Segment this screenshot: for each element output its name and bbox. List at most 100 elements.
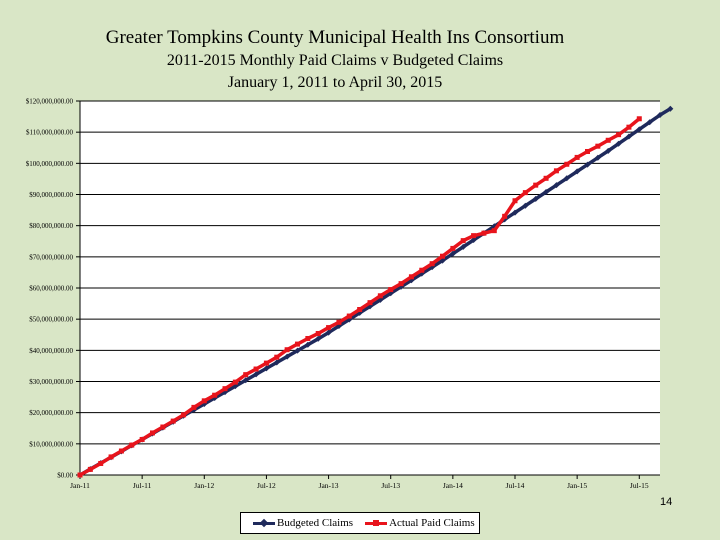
- legend-swatch-budgeted: [253, 518, 275, 527]
- y-tick-label: $110,000,000.00: [26, 129, 73, 137]
- budgeted-point: [553, 182, 560, 189]
- legend-swatch-actual: [365, 519, 388, 526]
- actual-point: [295, 341, 300, 347]
- actual-point: [388, 287, 394, 293]
- actual-point: [398, 281, 404, 287]
- actual-point: [160, 424, 166, 430]
- legend-marker-actual: [373, 519, 380, 526]
- actual-point: [222, 386, 228, 392]
- budgeted-point: [263, 365, 270, 372]
- budgeted-point: [325, 329, 332, 336]
- actual-point: [636, 116, 642, 122]
- actual-point: [502, 213, 508, 219]
- budgeted-point: [563, 175, 570, 182]
- y-tick-label: $80,000,000.00: [29, 222, 73, 230]
- chart-date-range: January 1, 2011 to April 30, 2015: [227, 74, 443, 91]
- chart-title: Greater Tompkins County Municipal Health…: [105, 27, 565, 48]
- x-tick-label: Jan-14: [443, 481, 463, 490]
- actual-point: [616, 132, 622, 138]
- actual-point: [595, 143, 601, 149]
- actual-point: [357, 307, 363, 313]
- budgeted-point: [242, 377, 249, 384]
- legend-item-budgeted: Budgeted Claims: [253, 517, 353, 529]
- actual-point: [170, 418, 176, 424]
- actual-point: [150, 430, 155, 436]
- y-axis-ticks: $0.00 $10,000,000.00 $20,000,000.00 $30,000…: [26, 98, 81, 480]
- actual-point: [232, 379, 238, 385]
- actual-point: [212, 392, 218, 398]
- budgeted-point: [646, 119, 653, 126]
- series-lines: [77, 105, 674, 478]
- x-tick-label: Jan-15: [567, 481, 587, 490]
- actual-point: [87, 466, 93, 472]
- budgeted-point: [667, 105, 674, 112]
- actual-point: [201, 398, 207, 404]
- budgeted-point: [636, 126, 643, 133]
- actual-point: [440, 253, 445, 259]
- actual-point: [543, 175, 549, 181]
- y-tick-label: $10,000,000.00: [29, 440, 73, 448]
- y-tick-label: $30,000,000.00: [29, 378, 73, 386]
- actual-point: [305, 335, 311, 341]
- budgeted-point: [449, 250, 456, 257]
- actual-point: [450, 245, 456, 251]
- budgeted-point: [584, 161, 591, 168]
- page-number: 14: [660, 496, 673, 508]
- x-tick-label: Jul-11: [133, 481, 152, 490]
- budgeted-point: [594, 154, 601, 161]
- actual-point: [336, 319, 342, 325]
- actual-point: [491, 228, 497, 234]
- actual-point: [605, 137, 611, 143]
- chart-subtitle: 2011-2015 Monthly Paid Claims v Budgeted…: [166, 52, 504, 69]
- gridlines: [80, 100, 660, 476]
- y-tick-label: $70,000,000.00: [29, 253, 73, 261]
- budgeted-point: [253, 371, 260, 378]
- budgeted-point: [625, 133, 632, 140]
- budgeted-point: [470, 237, 477, 244]
- x-tick-label: Jul-15: [630, 481, 649, 490]
- budgeted-point: [304, 341, 311, 348]
- actual-point: [98, 460, 104, 466]
- y-tick-label: $40,000,000.00: [29, 347, 73, 355]
- budgeted-point: [284, 353, 291, 360]
- budgeted-point: [315, 335, 322, 342]
- x-axis-ticks: Jan-11 Jul-11 Jan-12 Jul-12 Jan-13 Jul-13 Jan-…: [70, 475, 649, 490]
- y-tick-label: $0.00: [57, 472, 73, 480]
- budgeted-point: [605, 147, 612, 154]
- actual-point: [284, 347, 290, 353]
- actual-point: [139, 436, 145, 442]
- actual-point: [481, 230, 487, 236]
- budgeted-point: [522, 202, 529, 209]
- actual-point: [243, 372, 249, 378]
- actual-point: [118, 448, 124, 454]
- actual-point: [326, 325, 332, 331]
- actual-point: [77, 472, 83, 478]
- legend: Budgeted Claims Actual Paid Claims: [240, 512, 480, 534]
- actual-point: [471, 233, 477, 239]
- actual-point: [377, 293, 383, 299]
- actual-point: [367, 300, 373, 306]
- y-tick-label: $50,000,000.00: [29, 316, 73, 324]
- actual-point: [626, 124, 632, 130]
- x-tick-label: Jan-13: [319, 481, 339, 490]
- actual-point: [553, 168, 559, 174]
- x-tick-label: Jan-12: [194, 481, 214, 490]
- budgeted-point: [543, 189, 550, 196]
- budgeted-point: [532, 195, 539, 202]
- actual-point: [533, 182, 539, 188]
- actual-point: [274, 354, 280, 360]
- actual-point: [191, 404, 197, 410]
- y-tick-label: $60,000,000.00: [29, 285, 73, 293]
- actual-point: [129, 442, 135, 448]
- actual-point: [522, 190, 528, 196]
- actual-point: [419, 267, 425, 273]
- budgeted-point: [615, 140, 622, 147]
- budgeted-point: [657, 112, 663, 119]
- actual-point: [429, 261, 435, 267]
- y-tick-label: $100,000,000.00: [26, 160, 74, 168]
- budgeted-point: [294, 347, 301, 354]
- budgeted-point: [460, 243, 467, 250]
- actual-point: [512, 198, 518, 204]
